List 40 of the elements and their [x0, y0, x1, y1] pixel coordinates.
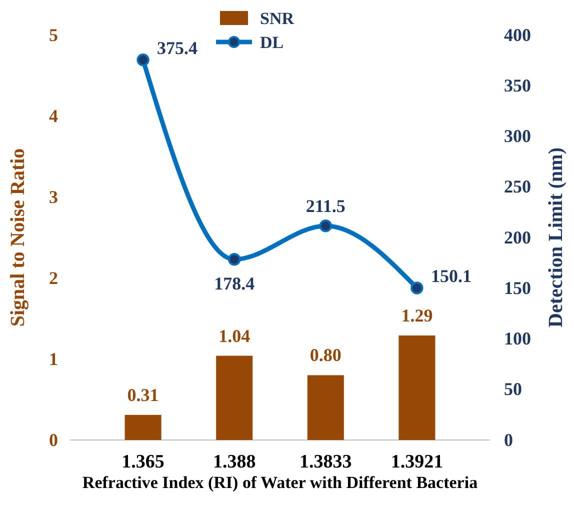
bar: [398, 336, 436, 440]
data-label: 1.29: [401, 306, 433, 326]
y-tick-label: 5: [49, 24, 58, 45]
y2-tick-label: 0: [504, 430, 513, 450]
legend-label: SNR: [260, 9, 295, 28]
x-tick-label: 1.3833: [300, 451, 352, 472]
y2-tick-label: 300: [504, 126, 531, 146]
data-label: 211.5: [306, 196, 346, 216]
data-label: 1.04: [218, 326, 250, 346]
point: [410, 282, 424, 294]
data-label: 0.80: [310, 345, 342, 366]
y2-tick-label: 100: [504, 328, 531, 349]
legend-label: DL: [260, 33, 284, 52]
data-label: 375.4: [157, 38, 198, 58]
point: [319, 220, 332, 232]
y-tick-label: 1: [49, 348, 58, 369]
y2-axis-title: Detection Limit (nm): [545, 148, 567, 328]
data-label: 150.1: [430, 266, 472, 286]
x-axis-title: Refractive Index (RI) of Water with Different Bacteria: [82, 473, 478, 492]
bar: [307, 375, 344, 440]
y-tick-label: 4: [49, 106, 58, 126]
y-tick-label: 0: [49, 430, 58, 450]
x-tick-label: 1.3921: [390, 451, 444, 472]
data-label: 0.31: [127, 384, 159, 405]
data-label: 178.4: [214, 273, 255, 294]
y-axis-title: Signal to Noise Ratio: [7, 148, 29, 327]
x-tick-label: 1.365: [122, 451, 164, 472]
y2-tick-label: 150: [504, 278, 531, 298]
y2-tick-label: 50: [504, 379, 522, 400]
y-tick-label: 2: [49, 268, 58, 288]
x-tick-label: 1.388: [212, 451, 256, 472]
point: [228, 253, 241, 266]
bar: [216, 356, 253, 440]
y2-tick-label: 350: [504, 75, 531, 96]
point: [136, 54, 150, 66]
y2-tick-label: 250: [504, 176, 531, 197]
y2-tick-label: 400: [504, 24, 531, 45]
y-tick-label: 3: [49, 186, 58, 207]
bar: [124, 414, 162, 440]
y2-tick-label: 200: [504, 227, 531, 248]
